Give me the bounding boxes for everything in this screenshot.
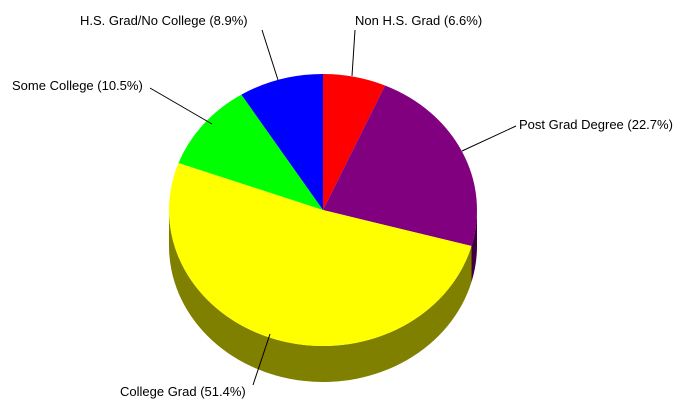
- label-leader-lines: [149, 29, 517, 386]
- pie-top-faces: [168, 74, 478, 347]
- slice-label-h-s-grad-no-college: H.S. Grad/No College (8.9%): [80, 13, 248, 28]
- leader-line-post-grad-degree: [461, 125, 517, 152]
- slice-label-some-college: Some College (10.5%): [12, 78, 143, 93]
- pie-slice-some-college: [178, 94, 323, 210]
- leader-line-h-s-grad-no-college: [261, 29, 279, 81]
- leader-line-some-college: [149, 87, 213, 125]
- pie-slice-non-h-s-grad: [323, 74, 385, 210]
- slice-label-non-h-s-grad: Non H.S. Grad (6.6%): [355, 13, 482, 28]
- slice-label-post-grad-degree: Post Grad Degree (22.7%): [519, 117, 673, 132]
- pie-side-college-grad: [169, 210, 472, 382]
- slice-label-college-grad: College Grad (51.4%): [120, 384, 246, 399]
- leader-line-non-h-s-grad: [351, 29, 356, 77]
- pie-slice-h-s-grad-no-college: [241, 74, 323, 210]
- pie-side-walls: [169, 210, 477, 382]
- leader-line-college-grad: [252, 333, 271, 386]
- pie-side-post-grad-degree: [471, 210, 477, 283]
- pie-slice-college-grad: [168, 162, 472, 347]
- pie-slice-post-grad-degree: [323, 85, 478, 247]
- slice-labels: Non H.S. Grad (6.6%) Post Grad Degree (22…: [12, 13, 673, 399]
